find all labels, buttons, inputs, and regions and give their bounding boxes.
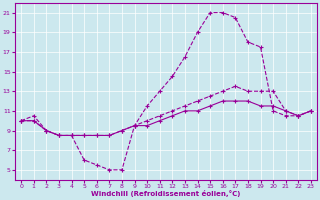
X-axis label: Windchill (Refroidissement éolien,°C): Windchill (Refroidissement éolien,°C) — [91, 190, 241, 197]
